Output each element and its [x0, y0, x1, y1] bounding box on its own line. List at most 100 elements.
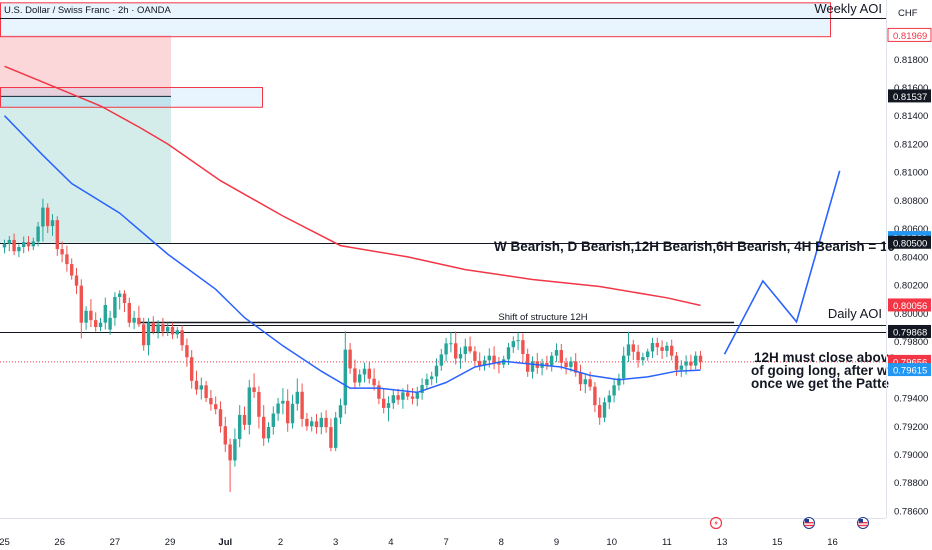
candle[interactable]: [382, 388, 386, 414]
candle[interactable]: [242, 406, 247, 430]
position-profit-zone[interactable]: [0, 96, 171, 243]
candle[interactable]: [142, 317, 146, 351]
candle[interactable]: [127, 297, 131, 328]
candle[interactable]: [60, 241, 64, 263]
projection-path[interactable]: [723, 170, 841, 355]
candle[interactable]: [334, 412, 338, 452]
candle[interactable]: [122, 290, 127, 313]
candle[interactable]: [233, 428, 237, 467]
candle[interactable]: [622, 346, 626, 385]
candle[interactable]: [540, 358, 544, 376]
candle[interactable]: [17, 244, 21, 258]
candle[interactable]: [276, 397, 280, 421]
candle[interactable]: [602, 397, 607, 423]
candle[interactable]: [439, 348, 443, 371]
candle[interactable]: [319, 412, 323, 435]
candle[interactable]: [646, 348, 650, 361]
candle[interactable]: [50, 214, 55, 236]
candle[interactable]: [631, 339, 635, 361]
event-flag-us-2[interactable]: [857, 517, 869, 529]
candle[interactable]: [454, 331, 458, 365]
candle[interactable]: [281, 388, 285, 415]
candle[interactable]: [300, 383, 304, 427]
candle[interactable]: [434, 358, 439, 384]
candle[interactable]: [41, 198, 45, 242]
candle[interactable]: [74, 267, 79, 295]
candle[interactable]: [156, 320, 160, 339]
candle[interactable]: [679, 360, 683, 377]
candle[interactable]: [46, 203, 50, 234]
candle[interactable]: [223, 416, 227, 453]
candle[interactable]: [118, 290, 122, 310]
candle[interactable]: [305, 412, 309, 431]
candle[interactable]: [401, 388, 405, 409]
candle[interactable]: [583, 374, 587, 394]
candle[interactable]: [247, 379, 251, 435]
candle[interactable]: [473, 346, 477, 367]
candle[interactable]: [420, 378, 424, 400]
candle[interactable]: [554, 343, 559, 362]
candle[interactable]: [84, 306, 88, 330]
candle[interactable]: [578, 364, 583, 391]
candle[interactable]: [132, 310, 136, 330]
candle[interactable]: [530, 356, 535, 379]
candle[interactable]: [665, 341, 669, 358]
candle[interactable]: [295, 378, 299, 411]
candle[interactable]: [7, 235, 11, 252]
candle[interactable]: [103, 297, 107, 330]
candle[interactable]: [204, 381, 208, 402]
candle[interactable]: [310, 416, 314, 432]
candle[interactable]: [151, 316, 155, 335]
candle[interactable]: [694, 351, 698, 370]
candle[interactable]: [377, 380, 381, 405]
candle[interactable]: [689, 354, 693, 371]
supply-zone[interactable]: [0, 87, 263, 108]
candle[interactable]: [641, 352, 645, 366]
candle[interactable]: [458, 347, 463, 369]
candle[interactable]: [31, 237, 35, 251]
candle[interactable]: [266, 422, 271, 443]
candle[interactable]: [636, 344, 640, 368]
candle[interactable]: [478, 352, 482, 371]
candle[interactable]: [396, 388, 400, 405]
candle[interactable]: [391, 388, 395, 409]
candle[interactable]: [108, 310, 112, 335]
candle[interactable]: [12, 233, 16, 256]
candle[interactable]: [22, 236, 26, 254]
time-axis[interactable]: 25 26 27 29 Jul 2 3 4 7 8 9 10 11 13 15 16: [0, 518, 886, 549]
candle[interactable]: [252, 373, 256, 398]
candle[interactable]: [348, 342, 352, 374]
candle[interactable]: [98, 317, 103, 332]
candle[interactable]: [526, 348, 530, 377]
candle[interactable]: [2, 239, 7, 254]
candle[interactable]: [36, 221, 40, 247]
event-flag-us-1[interactable]: [803, 517, 815, 529]
candle[interactable]: [199, 377, 203, 400]
candle[interactable]: [343, 331, 347, 415]
candle[interactable]: [545, 355, 549, 370]
candle[interactable]: [166, 322, 170, 336]
candle[interactable]: [26, 235, 31, 252]
candle[interactable]: [194, 370, 199, 395]
candle[interactable]: [161, 317, 165, 337]
candle[interactable]: [660, 340, 664, 359]
candle[interactable]: [559, 343, 563, 370]
event-lightning-icon[interactable]: [709, 516, 723, 530]
candle[interactable]: [218, 401, 223, 433]
candle[interactable]: [214, 396, 218, 415]
candle[interactable]: [674, 352, 679, 376]
candle[interactable]: [209, 389, 213, 411]
candle[interactable]: [574, 353, 578, 377]
candle[interactable]: [185, 338, 189, 367]
candle[interactable]: [607, 390, 611, 409]
candle[interactable]: [650, 337, 655, 358]
candle[interactable]: [338, 398, 343, 425]
candle[interactable]: [55, 216, 59, 256]
candle[interactable]: [190, 350, 194, 389]
candle[interactable]: [550, 351, 554, 372]
candle[interactable]: [612, 379, 616, 403]
candle[interactable]: [329, 418, 333, 452]
candle[interactable]: [175, 327, 179, 339]
candle[interactable]: [180, 325, 184, 351]
